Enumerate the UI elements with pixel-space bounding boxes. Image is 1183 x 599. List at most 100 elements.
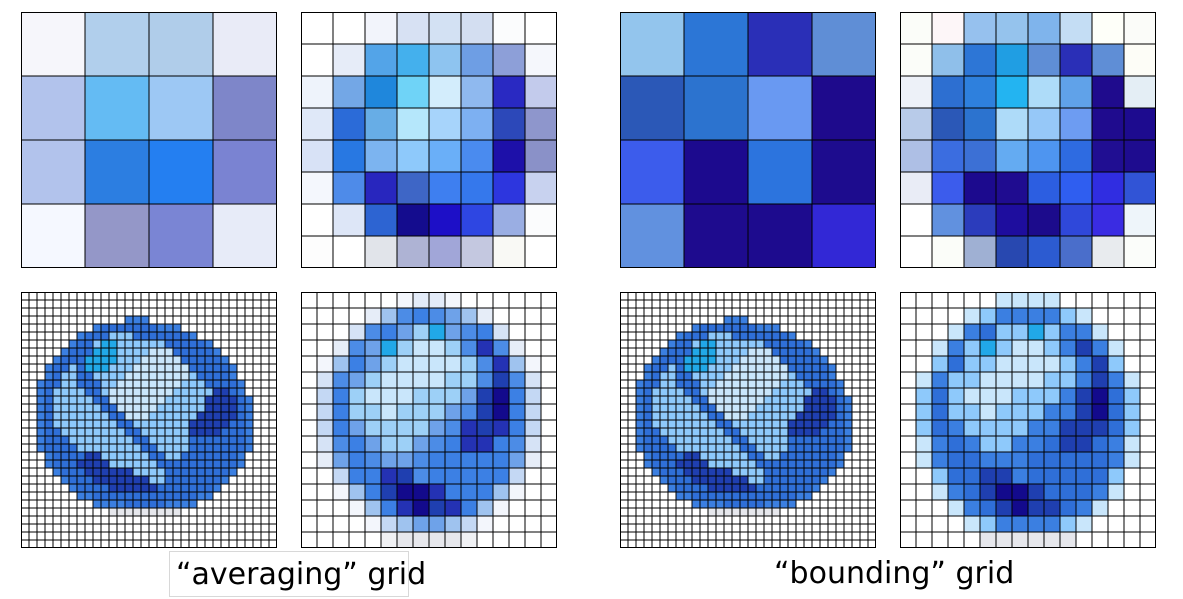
grid-cell [85,492,93,500]
grid-cell [45,420,53,428]
grid-cell [828,516,836,524]
grid-cell [716,412,724,420]
averaging-16x16-svg [301,292,557,548]
grid-cell [732,508,740,516]
grid-cell [916,436,932,452]
grid-cell [117,444,125,452]
grid-cell [381,356,397,372]
grid-cell [772,420,780,428]
grid-cell [828,460,836,468]
grid-cell [125,468,133,476]
grid-cell [301,44,333,76]
grid-cell [69,388,77,396]
grid-cell [53,524,61,532]
grid-cell [429,436,445,452]
grid-cell [716,348,724,356]
grid-cell [796,492,804,500]
grid-cell [1108,532,1124,548]
grid-cell [684,12,748,76]
grid-cell [493,140,525,172]
grid-cell [1044,484,1060,500]
grid-cell [900,484,916,500]
grid-cell [708,396,716,404]
grid-cell [173,300,181,308]
grid-cell [21,468,29,476]
grid-cell [141,532,149,540]
grid-cell [245,324,253,332]
grid-cell [269,420,277,428]
grid-cell [852,308,860,316]
grid-cell [525,340,541,356]
grid-cell [1060,44,1092,76]
grid-cell [213,396,221,404]
grid-cell [772,332,780,340]
grid-cell [181,460,189,468]
grid-cell [724,452,732,460]
grid-cell [157,396,165,404]
grid-cell [852,492,860,500]
grid-cell [493,356,509,372]
grid-cell [980,484,996,500]
grid-cell [133,364,141,372]
grid-cell [828,340,836,348]
grid-cell [149,364,157,372]
grid-cell [197,484,205,492]
grid-cell [1076,324,1092,340]
grid-cell [836,404,844,412]
grid-cell [165,476,173,484]
grid-cell [197,524,205,532]
grid-cell [445,292,461,308]
grid-cell [541,324,557,340]
grid-cell [245,516,253,524]
grid-cell [173,516,181,524]
grid-cell [117,316,125,324]
grid-cell [133,428,141,436]
grid-cell [101,324,109,332]
grid-cell [1108,340,1124,356]
grid-cell [716,316,724,324]
grid-cell [45,444,53,452]
grid-cell [812,332,820,340]
grid-cell [149,396,157,404]
grid-cell [844,428,852,436]
grid-cell [852,292,860,300]
grid-cell [628,476,636,484]
grid-cell [820,436,828,444]
grid-lines [900,12,1156,268]
grid-cell [644,428,652,436]
grid-cell [461,500,477,516]
grid-cell [1060,452,1076,468]
grid-cell [53,540,61,548]
grid-cell [429,372,445,388]
grid-cell [445,532,461,548]
grid-cell [1124,340,1140,356]
grid-cell [804,308,812,316]
grid-cell [141,420,149,428]
grid-cell [21,76,85,140]
grid-cell [189,428,197,436]
grid-cell [429,484,445,500]
grid-cell [860,308,868,316]
grid-cell [716,444,724,452]
grid-cell [844,324,852,332]
grid-cell [628,532,636,540]
grid-cell [804,300,812,308]
grid-cell [93,356,101,364]
grid-cell [317,420,333,436]
grid-cell [197,340,205,348]
grid-cell [796,460,804,468]
grid-cell [181,436,189,444]
grid-cell [253,348,261,356]
grid-cell [660,436,668,444]
grid-cell [165,436,173,444]
grid-cell [740,364,748,372]
grid-cell [125,540,133,548]
grid-cell [157,452,165,460]
grid-cell [133,340,141,348]
grid-cell [700,340,708,348]
grid-cell [237,332,245,340]
grid-cell [61,300,69,308]
grid-cell [668,380,676,388]
grid-cell [109,476,117,484]
grid-cell [996,420,1012,436]
